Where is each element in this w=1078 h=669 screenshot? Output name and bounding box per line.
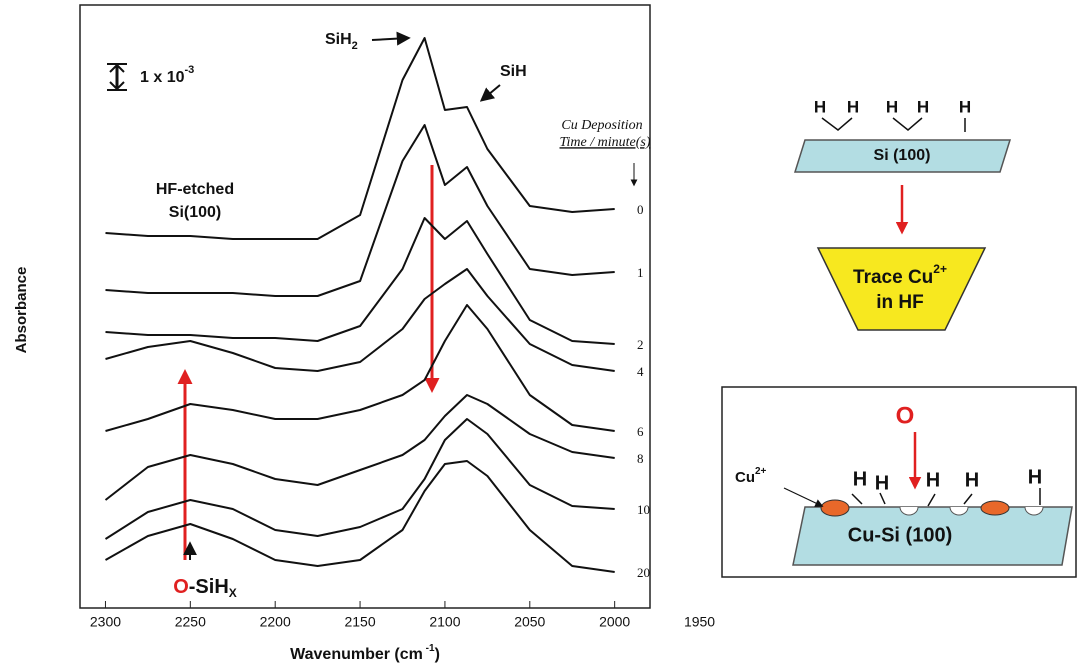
- sample-label: HF-etched: [156, 181, 234, 198]
- x-tick-label: 1950: [684, 614, 715, 630]
- si-h-bonds: [822, 118, 965, 132]
- legend-entry: 8: [637, 451, 644, 466]
- x-tick-label: 2150: [344, 614, 375, 630]
- sih-arrow: [482, 85, 500, 100]
- x-tick-label: 2300: [90, 614, 121, 630]
- x-tick-label: 2100: [429, 614, 460, 630]
- legend-entry: 1: [637, 265, 644, 280]
- hf-bath: [818, 248, 985, 330]
- x-tick-label: 2000: [599, 614, 630, 630]
- substrate-label: Si (100): [874, 147, 931, 164]
- sample-label: Si(100): [169, 204, 221, 221]
- plot-frame: [80, 5, 650, 608]
- h-label: H: [853, 468, 867, 490]
- h-label: H: [1028, 466, 1042, 488]
- legend-title: Time / minute(s): [560, 135, 651, 150]
- legend-entry: 4: [637, 364, 644, 379]
- x-tick-label: 2250: [175, 614, 206, 630]
- x-axis-label: Wavenumber (cm -1): [290, 643, 440, 664]
- h-label: H: [875, 472, 889, 494]
- h-label: H: [965, 469, 979, 491]
- h-label: H: [886, 97, 898, 116]
- bath-label: Trace Cu2+: [853, 262, 947, 288]
- legend-entry: 0: [637, 202, 644, 217]
- bath-label: in HF: [876, 292, 924, 313]
- sih2-label: SiH2: [325, 31, 358, 52]
- sih-label: SiH: [500, 63, 527, 80]
- scale-label: 1 x 10-3: [140, 64, 194, 86]
- x-tick-label: 2200: [260, 614, 291, 630]
- legend-entry: 20: [637, 565, 650, 580]
- h-label: H: [917, 97, 929, 116]
- h-label: H: [814, 97, 826, 116]
- spectrum-line: [106, 461, 615, 572]
- cu-particle: [821, 500, 849, 516]
- cu-particle: [981, 501, 1009, 515]
- legend-entry: 6: [637, 424, 644, 439]
- h-label: H: [847, 97, 859, 116]
- legend-entry: 2: [637, 337, 644, 352]
- o-label: O: [896, 402, 915, 429]
- legend-entry: 10: [637, 502, 650, 517]
- h-label: H: [959, 97, 971, 116]
- osihx-label: O-SiHX: [173, 576, 237, 600]
- legend-title: Cu Deposition: [561, 118, 642, 133]
- sih2-arrow: [372, 38, 408, 40]
- figure: Absorbance Wavenumber (cm -1) 1 x 10-3 S…: [0, 0, 1078, 669]
- x-tick-label: 2050: [514, 614, 545, 630]
- substrate-label: Cu-Si (100): [848, 524, 952, 546]
- spectrum-line: [106, 269, 615, 371]
- y-axis-label: Absorbance: [13, 267, 30, 354]
- h-label: H: [926, 469, 940, 491]
